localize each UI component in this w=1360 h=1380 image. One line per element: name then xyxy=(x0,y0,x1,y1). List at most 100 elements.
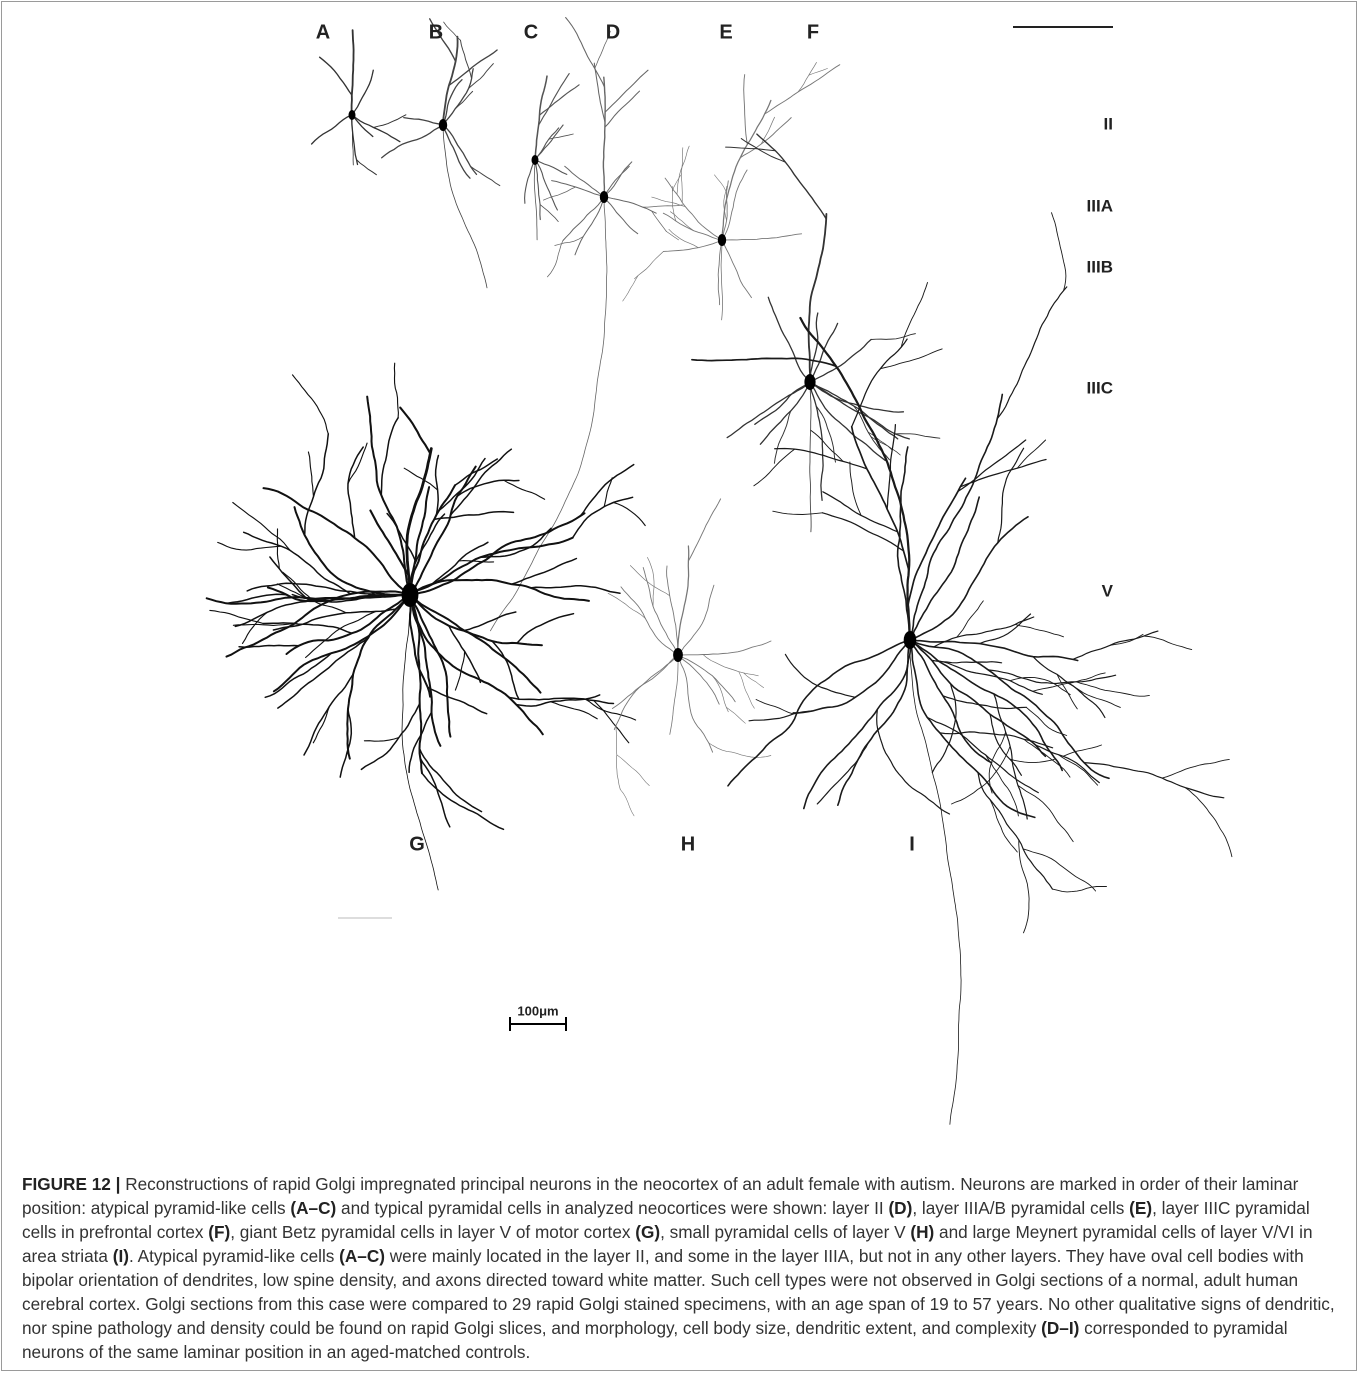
dendrite xyxy=(534,75,548,161)
neuron xyxy=(622,62,841,321)
dendrite xyxy=(677,640,772,656)
dendrite xyxy=(809,338,872,383)
dendrite xyxy=(549,701,598,720)
dendrite xyxy=(702,654,759,677)
dendrite xyxy=(677,584,715,656)
dendrite xyxy=(310,114,353,145)
dendrite xyxy=(876,708,951,815)
dendrite xyxy=(510,557,578,585)
dendrite xyxy=(784,653,856,698)
dendrite xyxy=(1075,681,1150,697)
dendrite xyxy=(721,99,772,241)
dendrite xyxy=(620,586,679,656)
dendrite xyxy=(717,239,723,306)
dendrite xyxy=(238,644,300,648)
dendrite xyxy=(894,433,941,439)
layer-label: IIIC xyxy=(1087,378,1113,397)
dendrite xyxy=(1062,744,1102,757)
dendrite xyxy=(1032,656,1106,719)
dendrite xyxy=(373,114,407,128)
dendrite xyxy=(403,467,439,491)
dendrite xyxy=(449,448,513,516)
cell-body xyxy=(903,631,917,649)
panel-label: H xyxy=(681,833,695,855)
dendrite xyxy=(647,557,655,607)
dendrite xyxy=(418,747,483,813)
panel-label: D xyxy=(606,21,620,43)
dendrite xyxy=(408,594,432,698)
dendrite xyxy=(463,611,517,632)
dendrite xyxy=(356,159,377,176)
dendrite xyxy=(942,695,1027,710)
dendrite xyxy=(662,212,723,241)
dendrite xyxy=(408,486,431,596)
dendrite xyxy=(442,124,471,179)
dendrite xyxy=(401,594,439,891)
cell-body xyxy=(804,374,816,390)
dendrite xyxy=(534,159,558,211)
dendrite xyxy=(277,636,370,709)
dendrite xyxy=(1051,886,1107,893)
dendrite xyxy=(743,672,764,688)
dendrite xyxy=(593,699,630,744)
dendrite xyxy=(931,683,957,774)
dendrite xyxy=(677,545,690,656)
dendrite xyxy=(677,654,736,703)
dendrite xyxy=(622,275,639,302)
dendrite xyxy=(764,64,841,115)
dendrite xyxy=(421,772,505,831)
dendrite xyxy=(809,381,886,461)
dendrite xyxy=(1009,676,1071,696)
caption-text: Reconstructions of rapid Golgi impregnat… xyxy=(22,1174,1299,1218)
dendrite xyxy=(534,159,568,175)
dendrite xyxy=(642,204,683,208)
neuron xyxy=(691,212,1233,1125)
dendrite xyxy=(1009,758,1055,764)
dendrite xyxy=(620,789,635,817)
dendrite xyxy=(303,433,330,537)
dendrite xyxy=(538,84,580,116)
dendrite xyxy=(456,479,520,497)
dendrite xyxy=(754,381,811,425)
dendrite xyxy=(909,639,1063,772)
dendrite xyxy=(593,62,606,123)
dendrite xyxy=(809,381,812,533)
caption-bold: (I) xyxy=(112,1246,129,1266)
caption-text: and large Meynert pyramidal cells of lay… xyxy=(22,1222,1313,1266)
dendrite xyxy=(680,147,684,203)
dendrite xyxy=(438,457,486,512)
caption-text: were mainly located in the layer II, and… xyxy=(22,1246,1335,1338)
caption-bold: (A–C) xyxy=(339,1246,385,1266)
dendrite xyxy=(538,73,570,126)
dendrite xyxy=(282,571,313,601)
dendrite xyxy=(909,516,1029,641)
dendrite xyxy=(993,693,1028,820)
dendrite xyxy=(363,736,400,742)
dendrite xyxy=(318,56,353,96)
dendrite xyxy=(442,35,459,126)
dendrite xyxy=(651,196,686,207)
dendrite xyxy=(468,63,494,89)
dendrite xyxy=(460,39,473,80)
dendrite xyxy=(616,754,650,786)
dendrite xyxy=(886,423,897,510)
dendrite xyxy=(1034,744,1100,784)
dendrite xyxy=(909,639,1047,758)
neuron xyxy=(607,498,772,817)
dendrite xyxy=(217,541,282,551)
dendrite xyxy=(448,49,498,87)
caption-text: , small pyramidal cells of layer V xyxy=(660,1222,911,1242)
dendrite xyxy=(629,565,671,597)
dendrite xyxy=(347,446,364,539)
dendrite xyxy=(272,594,411,693)
dendrite xyxy=(276,583,347,614)
dendrite xyxy=(594,30,611,69)
dendrite xyxy=(792,639,911,714)
dendrite xyxy=(1184,787,1233,858)
dendrite xyxy=(508,696,615,705)
caption-bold: (H) xyxy=(910,1222,935,1242)
cell-body xyxy=(599,191,609,203)
dendrite xyxy=(870,333,916,340)
dendrite xyxy=(409,484,456,596)
